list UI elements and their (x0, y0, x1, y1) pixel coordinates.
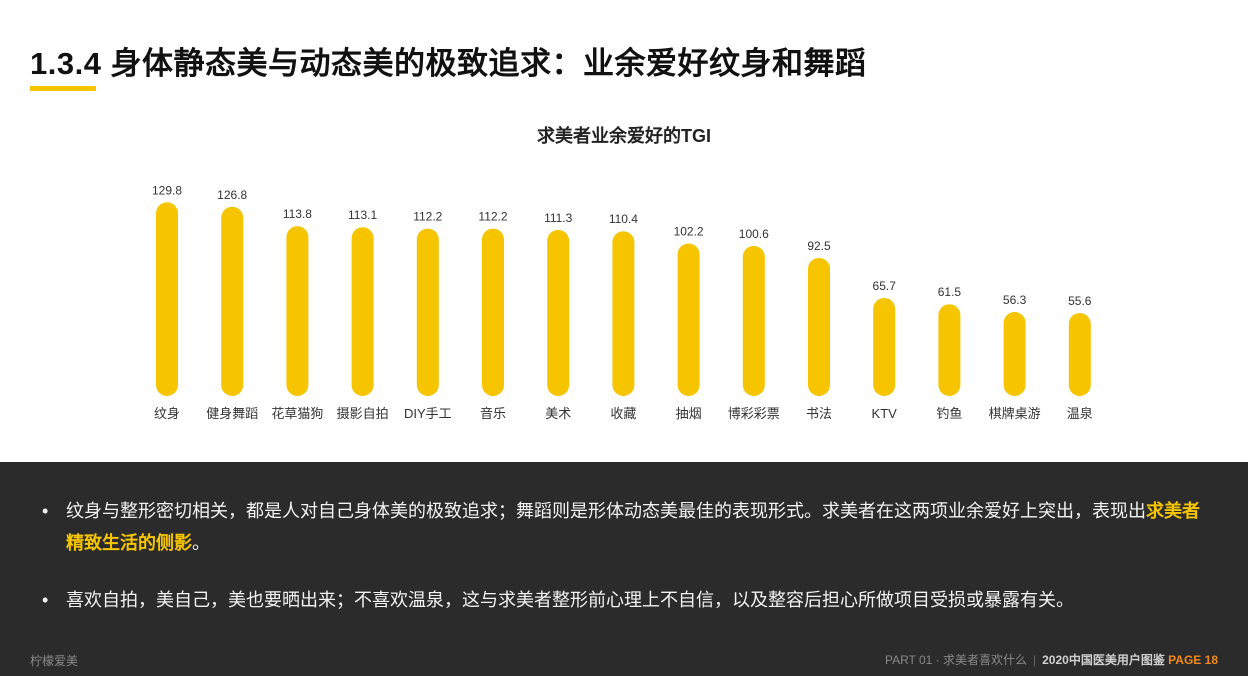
bar-2 (286, 226, 309, 396)
value-label-12: 61.5 (938, 285, 962, 299)
bullet-2-text: 喜欢自拍，美自己，美也要晒出来；不喜欢温泉，这与求美者整形前心理上不自信，以及整… (66, 590, 1074, 610)
bar-8 (677, 243, 700, 396)
bullet-text: 纹身与整形密切相关，都是人对自己身体美的极致追求；舞蹈则是形体动态美最佳的表现形… (66, 495, 1212, 559)
bullet-1-text: 纹身与整形密切相关，都是人对自己身体美的极致追求；舞蹈则是形体动态美最佳的表现形… (66, 501, 1146, 521)
category-label-5: 音乐 (480, 406, 506, 421)
category-label-12: 钓鱼 (936, 406, 962, 421)
value-label-2: 113.8 (283, 207, 312, 221)
chart-title: 求美者业余爱好的TGI (537, 126, 711, 146)
category-label-4: DIY手工 (404, 406, 452, 421)
bullet-point-2: • 喜欢自拍，美自己，美也要晒出来；不喜欢温泉，这与求美者整形前心理上不自信，以… (42, 584, 1212, 616)
footer-page-number: 18 (1204, 653, 1218, 667)
value-label-6: 111.3 (544, 211, 573, 225)
category-label-9: 博彩彩票 (728, 406, 780, 421)
bar-10 (808, 257, 830, 396)
footer-page-label: PAGE (1168, 653, 1202, 667)
bar-11 (873, 297, 896, 396)
summary-panel (0, 462, 1248, 676)
value-label-13: 56.3 (1003, 293, 1027, 307)
bar-3 (351, 227, 374, 396)
category-label-3: 摄影自拍 (337, 406, 389, 421)
title-underline (30, 86, 96, 91)
bullet-dot: • (42, 590, 49, 610)
bullet-1-end: 。 (192, 533, 210, 553)
bar-0 (156, 202, 178, 396)
bullet-dot: • (42, 501, 49, 521)
bullet-1-highlight: 求美者精致生活的侧影 (66, 501, 1200, 553)
value-label-0: 129.8 (152, 183, 182, 197)
bar-4 (416, 228, 439, 396)
bar-14 (1068, 313, 1091, 396)
value-label-5: 112.2 (478, 210, 507, 224)
category-label-1: 健身舞蹈 (206, 406, 258, 421)
value-label-9: 100.6 (739, 227, 769, 241)
value-label-10: 92.5 (807, 239, 831, 253)
bar-7 (612, 231, 635, 396)
value-label-8: 102.2 (674, 224, 704, 238)
value-label-11: 65.7 (873, 279, 897, 293)
bar-9 (742, 245, 765, 396)
value-label-4: 112.2 (413, 210, 442, 224)
bar-1 (221, 206, 244, 396)
category-label-10: 书法 (806, 406, 832, 421)
value-label-1: 126.8 (217, 188, 247, 202)
bullet-point-1: • 纹身与整形密切相关，都是人对自己身体美的极致追求；舞蹈则是形体动态美最佳的表… (42, 495, 1212, 559)
footer-info: PART 01 · 求美者喜欢什么 | 2020中国医美用户图鉴 PAGE 18 (885, 651, 1218, 668)
bar-chart: 129.8 纹身 126.8 健身舞蹈 113.8 花草猫狗 113.1 摄影自拍 112.2 D… (152, 183, 1093, 421)
bar-12 (938, 304, 961, 396)
value-label-3: 113.1 (348, 208, 377, 222)
category-label-13: 棋牌桌游 (989, 406, 1041, 421)
page-title: 1.3.4 身体静态美与动态美的极致追求：业余爱好纹身和舞蹈 (30, 46, 867, 81)
category-label-2: 花草猫狗 (271, 406, 323, 421)
category-label-0: 纹身 (154, 406, 180, 421)
bar-13 (1003, 311, 1026, 396)
footer-report: 2020中国医美用户图鉴 (1042, 653, 1165, 667)
bar-6 (547, 229, 570, 396)
value-label-14: 55.6 (1068, 294, 1092, 308)
category-label-14: 温泉 (1067, 406, 1093, 421)
category-label-6: 美术 (545, 406, 571, 421)
footer-part: PART 01 · 求美者喜欢什么 (884, 653, 1027, 667)
footer-separator: | (1033, 653, 1037, 667)
category-label-7: 收藏 (610, 406, 636, 421)
value-label-7: 110.4 (609, 212, 638, 226)
category-label-8: 抽烟 (676, 406, 702, 421)
bar-5 (482, 228, 504, 396)
category-label-11: KTV (872, 406, 898, 421)
footer-brand: 柠檬爱美 (30, 654, 79, 668)
